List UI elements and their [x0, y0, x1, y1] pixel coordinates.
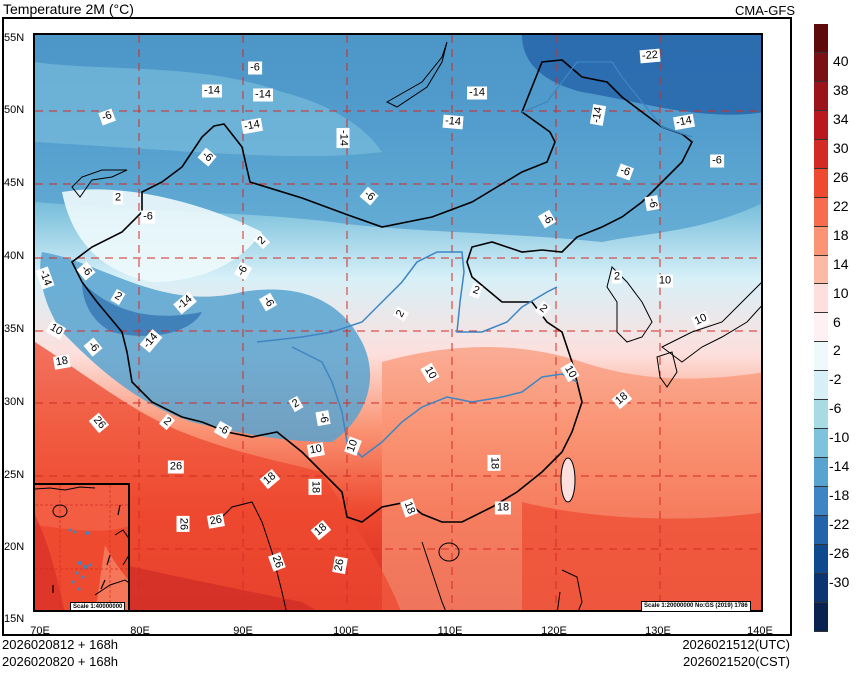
lon-label-120e: 120E: [541, 625, 567, 637]
contour-label: -14: [253, 88, 273, 102]
contour-label: -6: [710, 154, 724, 168]
contour-label: 26: [206, 513, 226, 529]
contour-label: -6: [644, 195, 660, 211]
lat-label-30n: 30N: [4, 396, 25, 408]
contour-label: 18: [494, 501, 512, 515]
colorbar-cell: [814, 24, 828, 53]
colorbar-cell: [814, 284, 828, 314]
contour-label: -6: [248, 61, 262, 75]
lon-label-100e: 100E: [333, 625, 359, 637]
temperature-map: [33, 33, 763, 612]
colorbar-label: -18: [829, 487, 850, 504]
colorbar-label: 14: [833, 255, 849, 272]
colorbar-label: -10: [829, 429, 850, 446]
contour-label: -14: [467, 86, 487, 100]
colorbar-cell: [814, 226, 828, 256]
plot-outer-frame: [2, 17, 792, 636]
colorbar-cell: [814, 342, 828, 372]
contour-label: -14: [442, 114, 464, 130]
contour-label: 18: [308, 478, 322, 496]
lon-label-80e: 80E: [130, 625, 150, 637]
lat-label-45n: 45N: [4, 177, 25, 189]
colorbar-cell: [814, 52, 828, 82]
model-source-label: CMA-GFS: [735, 3, 795, 18]
contour-label: 2: [611, 270, 623, 284]
colorbar-cell: [814, 487, 828, 516]
chart-title: Temperature 2M (°C): [3, 1, 134, 17]
colorbar-label: 34: [833, 110, 849, 127]
contour-label: 10: [306, 442, 326, 458]
colorbar: [814, 24, 828, 632]
valid-time-utc: 2026021512(UTC): [682, 637, 790, 652]
contour-label: 10: [656, 274, 674, 288]
contour-label: 18: [487, 454, 501, 472]
colorbar-label: -6: [829, 400, 842, 417]
colorbar-cell: [814, 400, 828, 430]
init-time-cst: 2026020820 + 168h: [2, 654, 119, 669]
temperature-field: [35, 35, 761, 610]
contour-label: 26: [332, 555, 348, 575]
colorbar-cell: [814, 197, 828, 227]
lon-label-70e: 70E: [30, 625, 50, 637]
lat-label-50n: 50N: [4, 104, 25, 116]
colorbar-cell: [814, 458, 828, 487]
colorbar-cell: [814, 110, 828, 140]
lat-label-15n: 15N: [4, 613, 25, 625]
main-scale-label: Scale 1:20000000 No:GS (2019) 1786: [641, 601, 751, 612]
colorbar-cell: [814, 139, 828, 169]
colorbar-cell: [814, 429, 828, 459]
lat-label-20n: 20N: [4, 541, 25, 553]
colorbar-cell: [814, 81, 828, 111]
lat-label-35n: 35N: [4, 323, 25, 335]
colorbar-label: 22: [833, 197, 849, 214]
colorbar-label: -14: [829, 458, 850, 475]
colorbar-label: -30: [829, 574, 850, 591]
lon-label-130e: 130E: [645, 625, 671, 637]
contour-label: 26: [176, 515, 190, 533]
yellow-river: [256, 251, 558, 343]
south-china-sea-inset: Scale 1:40000000: [33, 483, 130, 612]
lat-label-40n: 40N: [4, 250, 25, 262]
inset-scale-label: Scale 1:40000000: [70, 602, 126, 610]
colorbar-cell: [814, 544, 828, 574]
colorbar-label: 10: [833, 284, 849, 301]
contour-label: -6: [315, 410, 331, 426]
colorbar-cell: [814, 371, 828, 401]
init-time-utc: 2026020812 + 168h: [2, 637, 119, 652]
colorbar-label: 38: [833, 81, 849, 98]
colorbar-cell: [814, 573, 828, 603]
colorbar-label: -2: [829, 371, 842, 388]
colorbar-label: -26: [829, 545, 850, 562]
lon-label-140e: 140E: [747, 625, 773, 637]
contour-label: 26: [167, 460, 185, 474]
colorbar-label: 40: [833, 52, 849, 69]
colorbar-label: 18: [833, 226, 849, 243]
colorbar-label: -22: [829, 516, 850, 533]
colorbar-cell: [814, 515, 828, 545]
lat-label-25n: 25N: [4, 469, 25, 481]
national-border: [70, 59, 694, 523]
contour-label: 2: [112, 191, 124, 205]
yangtze-river: [291, 346, 578, 458]
colorbar-cell: [814, 168, 828, 198]
colorbar-cell: [814, 313, 828, 343]
lon-label-90e: 90E: [233, 625, 253, 637]
colorbar-label: 2: [833, 342, 841, 359]
contour-label: -14: [336, 128, 350, 148]
amur-river: [521, 61, 693, 138]
contour-label: 18: [52, 354, 72, 370]
colorbar-cell: [814, 255, 828, 285]
colorbar-label: 26: [833, 168, 849, 185]
contour-label: -22: [639, 48, 661, 64]
colorbar-label: 30: [833, 139, 849, 156]
colorbar-label: 6: [833, 313, 841, 330]
contour-label: -14: [202, 84, 222, 98]
contour-label: -6: [141, 210, 155, 224]
lat-label-55n: 55N: [4, 32, 25, 44]
lon-label-110e: 110E: [437, 625, 463, 637]
colorbar-cell: [814, 602, 828, 632]
valid-time-cst: 2026021520(CST): [683, 654, 790, 669]
